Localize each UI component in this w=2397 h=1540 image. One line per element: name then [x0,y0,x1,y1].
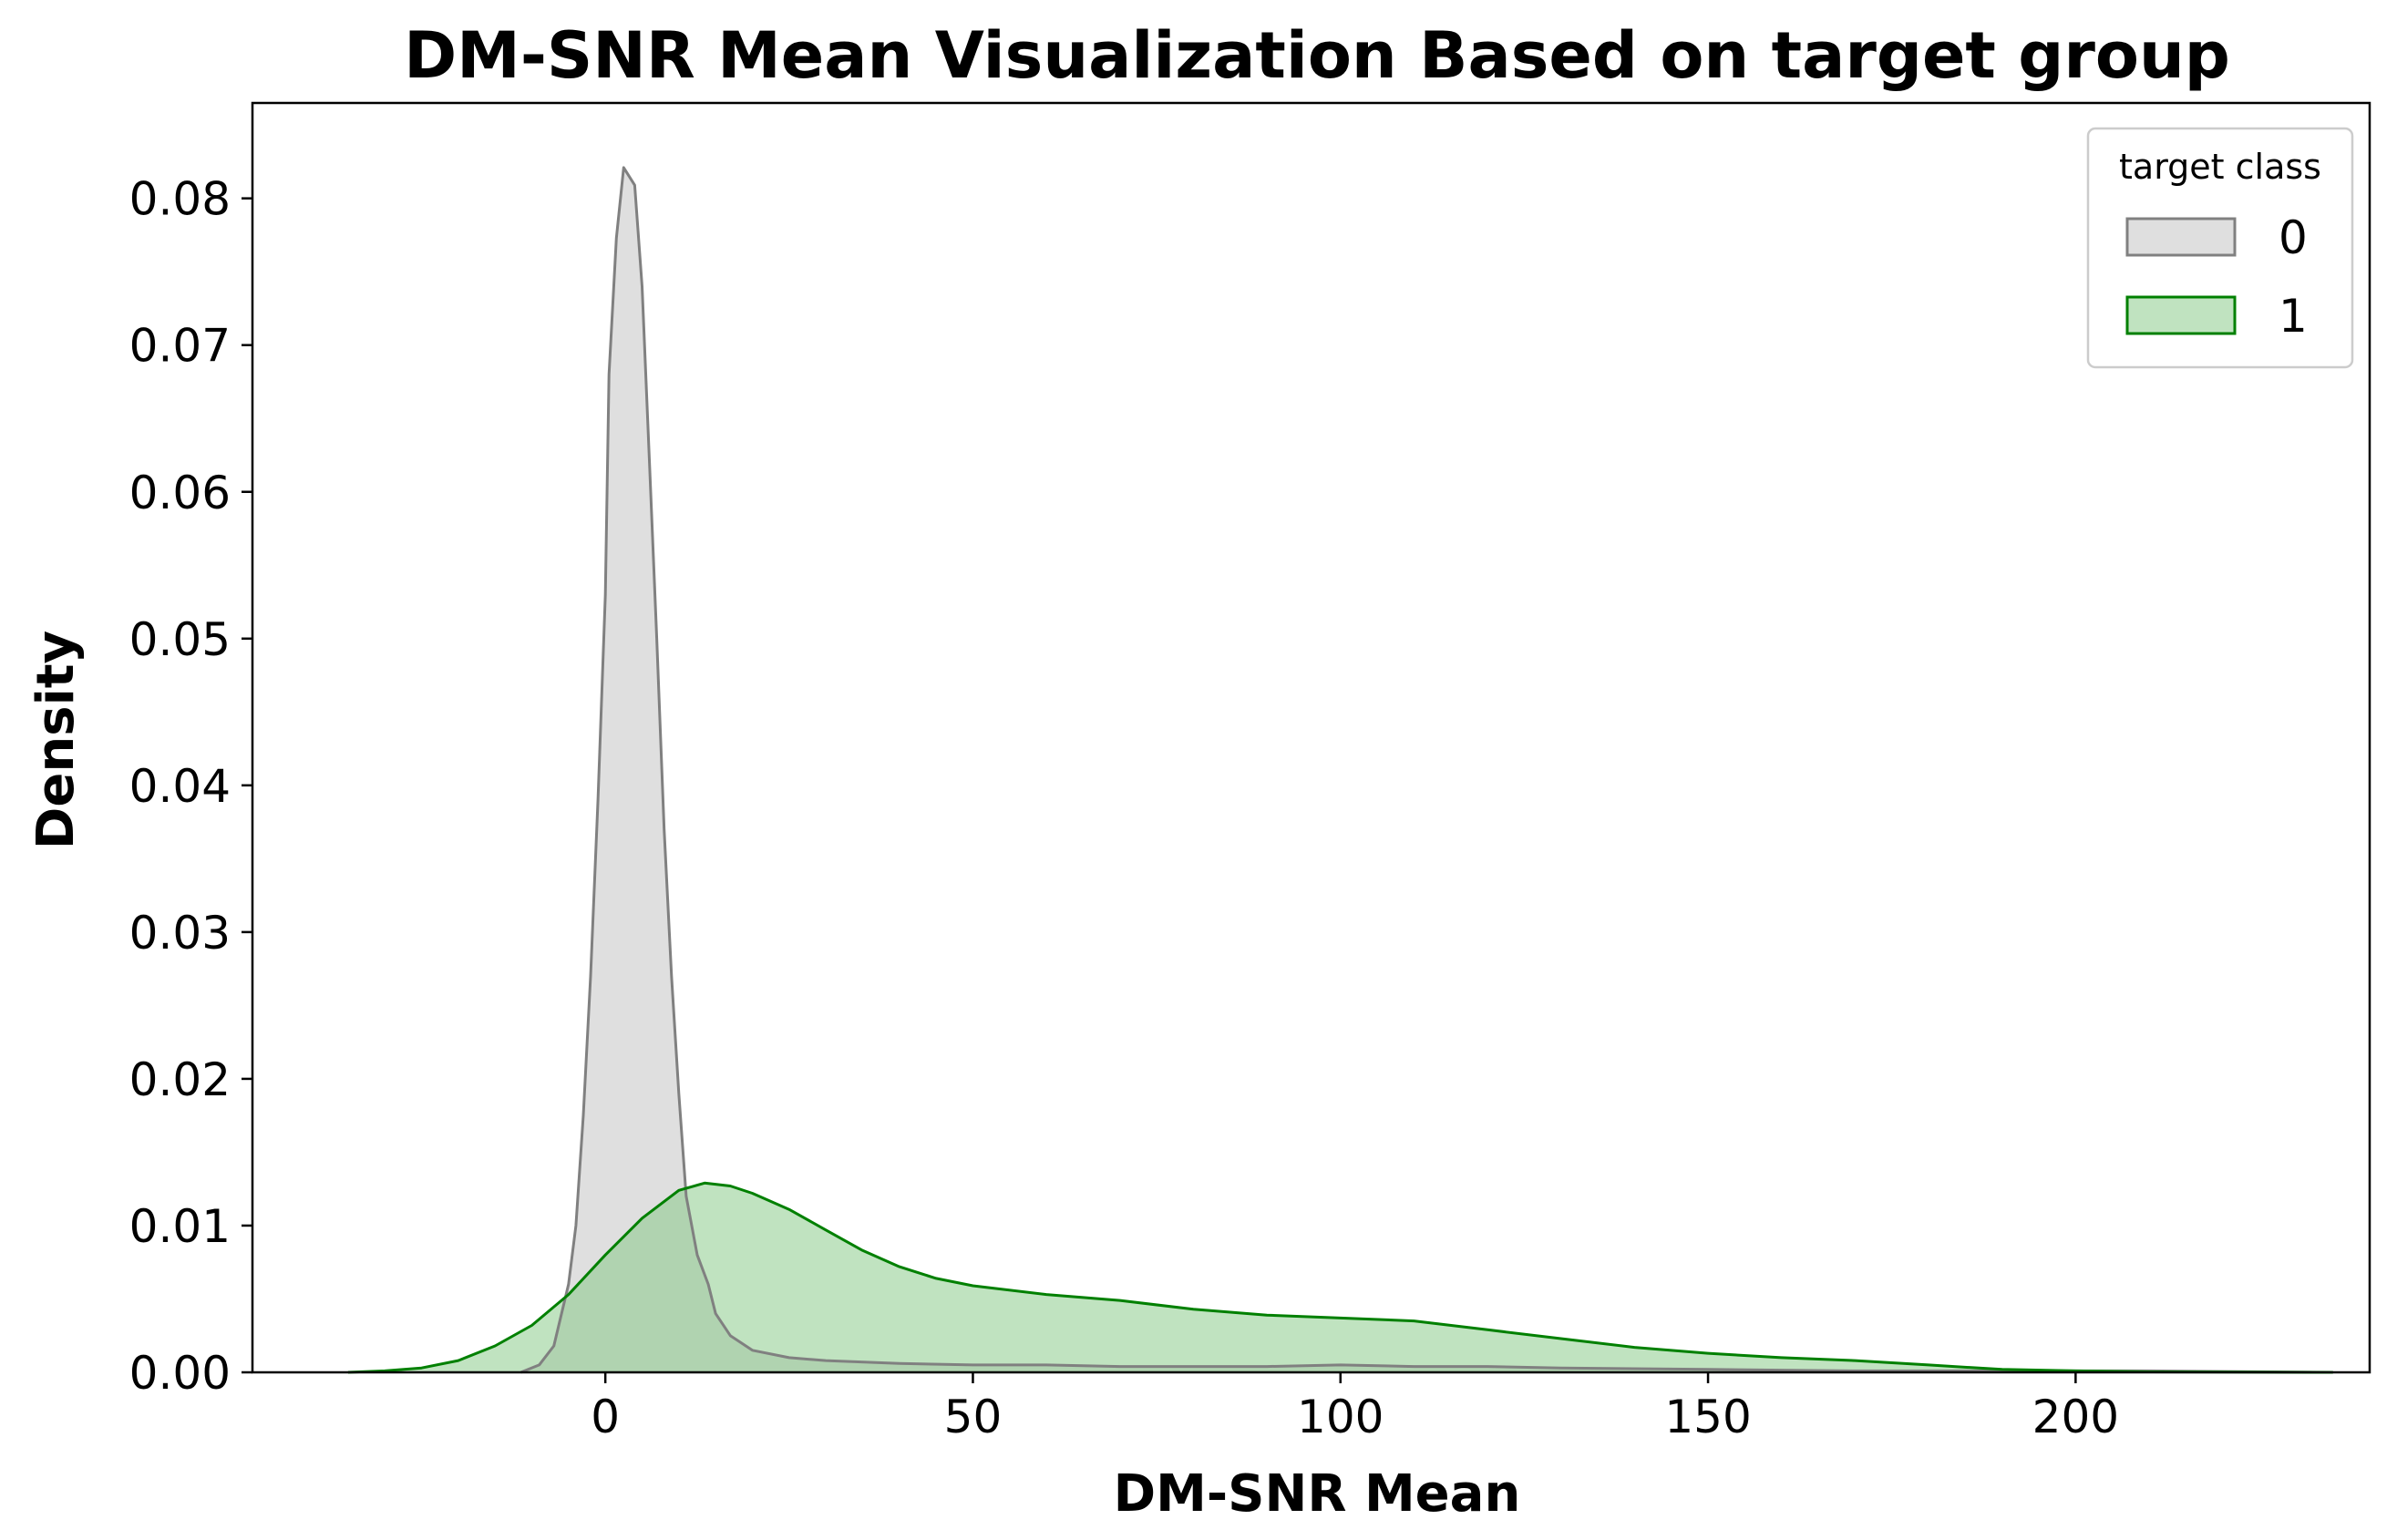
x-axis-label: DM-SNR Mean [1114,1464,1521,1524]
x-axis: 0 50 100 150 200 [591,1372,2119,1443]
density-lines [347,166,2333,1374]
y-tick-label-0.00: 0.00 [129,1347,231,1400]
density-line-class-0 [520,166,2333,1374]
y-tick-label-0.01: 0.01 [129,1200,231,1253]
legend: target class 0 1 [2086,127,2354,369]
legend-label-0: 0 [2279,211,2308,264]
density-fill-class-0 [520,167,2333,1372]
y-axis: 0.00 0.01 0.02 0.03 0.04 0.05 0.06 0.07 0.08 [129,173,252,1400]
y-axis-label: Density [26,631,86,849]
y-tick-label-0.02: 0.02 [129,1053,231,1106]
legend-title: target class [2119,147,2321,187]
density-line-class-1 [347,1181,2333,1374]
legend-swatch-0 [2125,217,2237,257]
chart-title: DM-SNR Mean Visualization Based on targe… [404,18,2230,93]
y-tick-label-0.05: 0.05 [129,613,231,666]
legend-label-1: 1 [2279,290,2308,343]
y-tick-label-0.06: 0.06 [129,467,231,519]
plot-frame [251,101,2371,1374]
legend-swatch-1 [2125,295,2237,335]
x-tick-label-0: 0 [591,1391,620,1443]
density-fills [347,167,2333,1372]
x-tick-label-50: 50 [944,1391,1003,1443]
density-fill-class-1 [347,1183,2333,1372]
y-tick-label-0.04: 0.04 [129,760,231,813]
x-tick-label-150: 150 [1664,1391,1751,1443]
y-tick-label-0.07: 0.07 [129,320,231,373]
x-tick-label-200: 200 [2032,1391,2119,1443]
y-tick-label-0.03: 0.03 [129,907,231,960]
x-tick-label-100: 100 [1297,1391,1384,1443]
y-tick-label-0.08: 0.08 [129,173,231,226]
